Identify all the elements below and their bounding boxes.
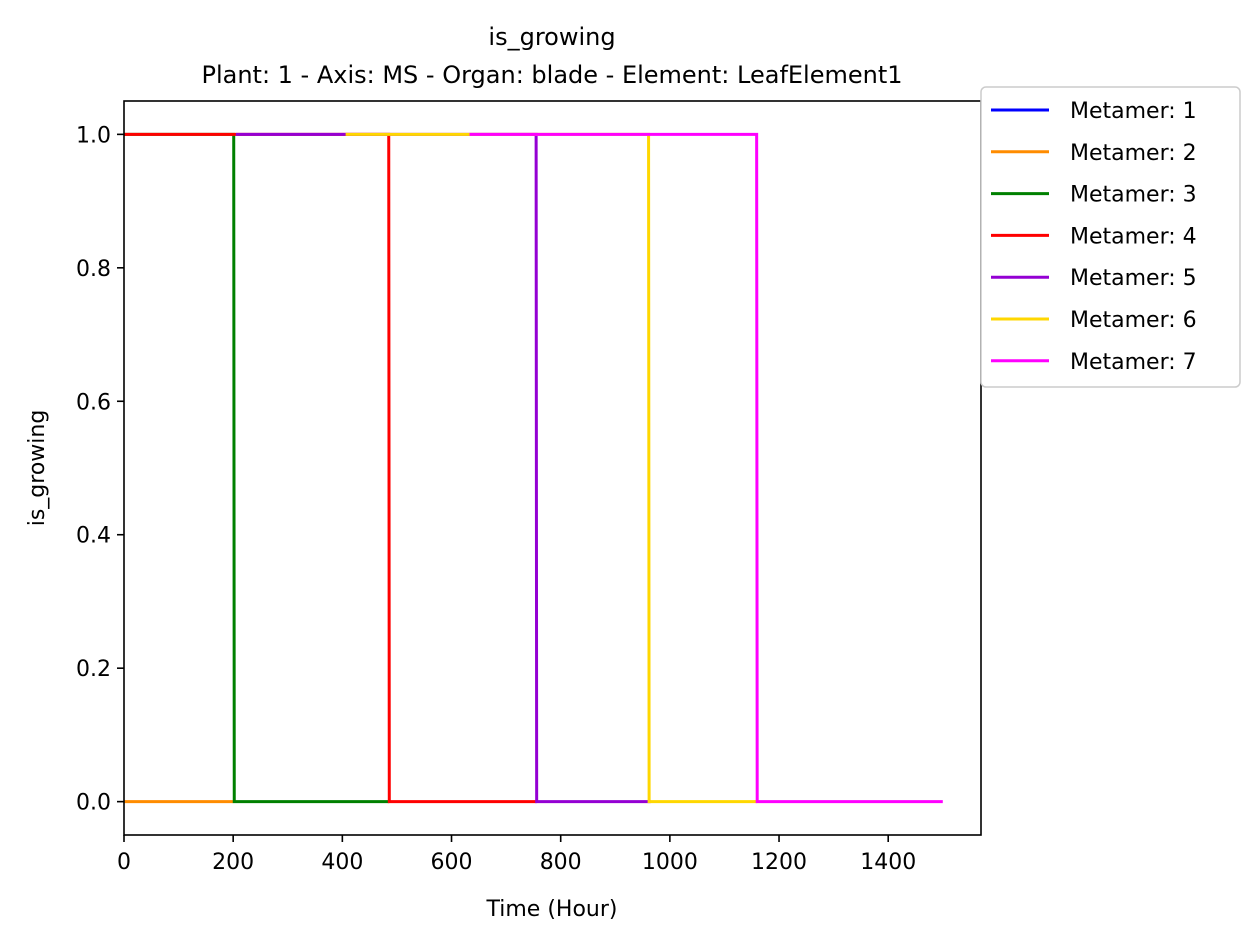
x-tick-label: 200 bbox=[212, 850, 254, 875]
x-tick-label: 0 bbox=[117, 850, 131, 875]
x-tick-label: 800 bbox=[540, 850, 582, 875]
chart-subtitle: Plant: 1 - Axis: MS - Organ: blade - Ele… bbox=[201, 61, 902, 89]
y-tick-label: 0.6 bbox=[76, 390, 111, 415]
x-tick-label: 400 bbox=[321, 850, 363, 875]
y-tick-label: 0.8 bbox=[76, 257, 111, 282]
legend-label-metamer-3: Metamer: 3 bbox=[1070, 183, 1197, 208]
legend-label-metamer-6: Metamer: 6 bbox=[1070, 308, 1197, 333]
legend-frame bbox=[980, 86, 1241, 388]
y-tick-label: 0.0 bbox=[76, 791, 111, 816]
series-line-metamer-6 bbox=[345, 132, 758, 804]
legend: Metamer: 1 Metamer: 2 Metamer: 3 Metamer: 4… bbox=[980, 86, 1241, 388]
series-line-metamer-7 bbox=[469, 132, 943, 804]
legend-label-metamer-1: Metamer: 1 bbox=[1070, 99, 1197, 124]
axis-ticks: 0 200 400 600 800 1000 1200 1400 0.0 0.2 0.4 0.6 0.8… bbox=[76, 123, 916, 875]
series-layer bbox=[124, 132, 943, 804]
x-tick-label: 1200 bbox=[751, 850, 807, 875]
x-tick-label: 1400 bbox=[860, 850, 916, 875]
x-tick-label: 1000 bbox=[642, 850, 698, 875]
y-tick-label: 0.2 bbox=[76, 657, 111, 682]
plot-frame bbox=[123, 100, 982, 836]
series-line-metamer-4 bbox=[124, 132, 537, 804]
legend-label-metamer-4: Metamer: 4 bbox=[1070, 224, 1197, 249]
x-axis-label: Time (Hour) bbox=[486, 897, 618, 922]
series-line-metamer-3 bbox=[124, 132, 390, 804]
legend-label-metamer-5: Metamer: 5 bbox=[1070, 266, 1197, 291]
y-tick-label: 1.0 bbox=[76, 123, 111, 148]
legend-label-metamer-7: Metamer: 7 bbox=[1070, 350, 1197, 375]
y-tick-label: 0.4 bbox=[76, 524, 111, 549]
chart-title: is_growing bbox=[488, 23, 615, 51]
x-tick-label: 600 bbox=[431, 850, 473, 875]
legend-label-metamer-2: Metamer: 2 bbox=[1070, 141, 1197, 166]
y-axis-label: is_growing bbox=[25, 410, 50, 527]
series-line-metamer-5 bbox=[235, 132, 651, 804]
